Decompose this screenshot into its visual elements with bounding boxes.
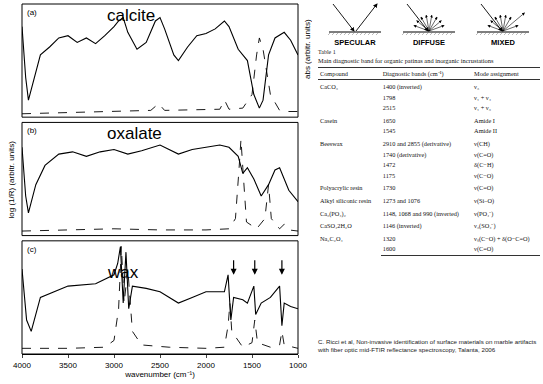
svg-text:2000: 2000 [197,361,215,370]
svg-text:1500: 1500 [243,361,261,370]
svg-text:wax: wax [107,263,139,282]
html-text:CaCO₃: CaCO₃ [320,83,338,90]
svg-text:2500: 2500 [151,361,169,370]
html-text:ν₃(SO₄⁻): ν₃(SO₄⁻) [474,222,496,230]
svg-text:(b): (b) [27,126,37,135]
html-text:1798: 1798 [382,93,396,101]
html-text:1175: 1175 [382,171,396,179]
html-text:Table 1: Table 1 [318,49,336,55]
svg-text:3500: 3500 [59,361,77,370]
html-text:1545: 1545 [382,127,396,135]
html-text:ν(PO₄⁻): ν(PO₄⁻) [474,209,494,217]
html-text:1730: 1730 [382,184,396,192]
svg-text:SPECULAR: SPECULAR [334,38,376,47]
html-text:ν₃: ν₃ [474,83,480,90]
html-text:νₛ(C−O) + δ(O−C=O): νₛ(C−O) + δ(O−C=O) [474,234,530,242]
html-text:2515: 2515 [382,104,396,112]
svg-text:(a): (a) [27,8,37,17]
html-text:1472: 1472 [382,161,396,169]
html-text:δ(C−H): δ(C−H) [474,161,494,169]
html-text:ν₁ + ν₄: ν₁ + ν₄ [474,93,491,101]
html-text:Mode assignment: Mode assignment [474,70,519,77]
svg-text:wavenumber (cm⁻¹): wavenumber (cm⁻¹) [124,370,195,379]
html-text:Na₂C₂O₄: Na₂C₂O₄ [320,234,343,242]
html-text:Amide I: Amide I [474,116,495,124]
svg-text:log (1/R) (arbitr. units): log (1/R) (arbitr. units) [7,141,16,219]
html-text:Alkyl siliconic resin: Alkyl siliconic resin [320,196,372,204]
html-text:Ca₃(PO₄)₂: Ca₃(PO₄)₂ [320,209,346,217]
html-text:Amide II: Amide II [474,127,497,135]
svg-text:oxalate: oxalate [107,124,162,143]
html-text:ν₁ + ν₃: ν₁ + ν₃ [474,104,491,112]
html-text:Polyacrylic resin: Polyacrylic resin [320,184,363,192]
html-text:ν(C=O): ν(C=O) [474,245,494,253]
svg-text:abs (arbitr. units): abs (arbitr. units) [303,19,312,79]
svg-text:4000: 4000 [13,361,31,370]
html-text:Diagnostic bands (cm⁻¹): Diagnostic bands (cm⁻¹) [382,70,444,77]
html-text:2910 and 2855 (derivative): 2910 and 2855 (derivative) [382,140,452,147]
html-text:1650: 1650 [382,116,396,124]
svg-text:3000: 3000 [105,361,123,370]
html-text:C. Ricci et al, Non-invasive i: C. Ricci et al, Non-invasive identificat… [318,338,537,353]
html-text:Compound: Compound [320,70,348,77]
svg-text:(c): (c) [27,245,37,254]
html-text:ν(C−O): ν(C−O) [474,171,494,179]
html-text:Main diagnostic band for organ: Main diagnostic band for organic patinas… [318,57,494,64]
html-text:1320: 1320 [382,234,396,242]
html-text:1273 and 1076: 1273 and 1076 [382,196,421,204]
html-text:Casein: Casein [320,116,338,124]
html-text:Beeswax: Beeswax [320,140,343,147]
svg-text:DIFFUSE: DIFFUSE [413,38,445,47]
html-text:ν(C=O): ν(C=O) [474,184,494,192]
html-text:ν(C=O): ν(C=O) [474,150,494,158]
html-text:1600: 1600 [382,245,396,253]
html-text:1146 (inverted): 1146 (inverted) [382,222,422,230]
html-text:ν(Si–O): ν(Si–O) [474,196,495,204]
html-text:1740 (derivative): 1740 (derivative) [382,150,427,158]
html-text:CaSO₄2H₂O: CaSO₄2H₂O [320,222,352,230]
html-text:1400 (inverted): 1400 (inverted) [382,83,422,90]
svg-text:1000: 1000 [289,361,307,370]
html-text:1148, 1068 and 990 (inverted): 1148, 1068 and 990 (inverted) [382,209,459,217]
html-text:ν(CH): ν(CH) [474,140,490,147]
svg-text:calcite: calcite [107,6,155,25]
svg-text:MIXED: MIXED [491,38,515,47]
